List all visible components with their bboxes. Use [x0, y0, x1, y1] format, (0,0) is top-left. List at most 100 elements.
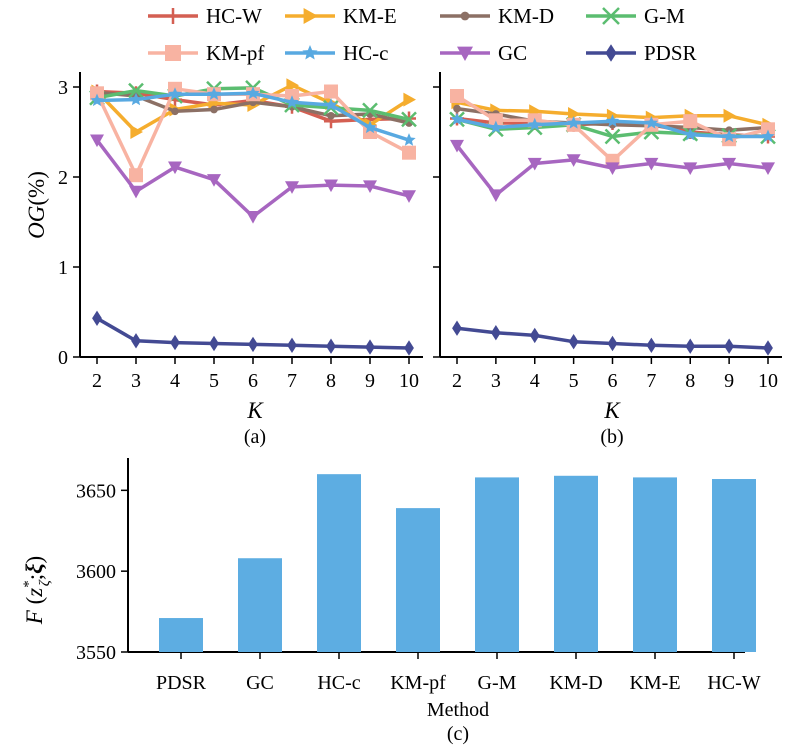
data-point [490, 325, 501, 341]
x-tick-label: 9 [365, 370, 375, 392]
legend-item-km-d: KM-D [440, 4, 554, 28]
legend-item-hc-w: HC-W [148, 4, 262, 28]
bar-g-m [475, 477, 519, 652]
data-point [170, 334, 180, 351]
data-point [210, 105, 218, 114]
data-point [92, 310, 102, 326]
data-point [450, 139, 464, 153]
data-point [168, 87, 182, 100]
data-point [327, 111, 335, 120]
x-tick-label: 5 [209, 370, 219, 392]
data-point [488, 189, 503, 202]
x-tick-label: 4 [170, 370, 180, 392]
data-point [129, 168, 143, 183]
series-gc [90, 134, 416, 224]
data-point [362, 102, 378, 119]
legend-label: PDSR [644, 41, 697, 65]
data-point [685, 338, 696, 354]
data-point [401, 111, 417, 128]
x-tick-label: 8 [326, 370, 336, 392]
x-tick-label: HC-W [707, 672, 760, 694]
line-chart-a: 2 3 4 5 6 7 8 9 10 0 1 2 3 [58, 72, 423, 392]
data-point [168, 161, 182, 175]
data-point [761, 129, 775, 143]
data-point [402, 133, 416, 146]
bar-chart-c: 3550 3600 3650 PDSR GC HC-c KM-pf G-M KM-D KM-E HC… [76, 458, 761, 694]
data-point [130, 125, 143, 139]
data-point [209, 335, 219, 352]
data-point [326, 338, 336, 354]
x-tick-label: 9 [724, 370, 734, 392]
data-point [528, 117, 542, 131]
data-point [450, 89, 464, 103]
data-point [450, 112, 464, 126]
x-tick-label: 10 [399, 370, 419, 392]
legend-label: KM-D [498, 4, 554, 28]
data-point [324, 179, 338, 193]
panel-label-b: (b) [600, 426, 623, 448]
bar-hc-w [712, 479, 756, 652]
data-point [363, 180, 377, 193]
data-point [566, 116, 581, 129]
data-point [404, 340, 414, 356]
legend-marker-triangle-down [457, 46, 473, 61]
x-tick-label: PDSR [156, 672, 207, 694]
data-point [568, 107, 581, 121]
x-tick-label: GC [246, 672, 274, 694]
panel-label-a: (a) [244, 426, 266, 448]
legend-label: GC [498, 41, 527, 65]
x-tick-label: 2 [92, 370, 102, 392]
data-point [722, 129, 736, 143]
data-point [683, 127, 697, 141]
x-tick-label: G-M [478, 672, 517, 694]
legend-marker-circle [460, 11, 470, 21]
x-axis-label-a: K [246, 398, 264, 423]
panel-label-c: (c) [447, 723, 469, 745]
data-point [489, 120, 503, 134]
x-tick-label: 2 [452, 370, 462, 392]
x-tick-label: KM-pf [390, 672, 446, 694]
data-point [402, 145, 416, 160]
series-hc-c [450, 112, 775, 143]
legend-marker-x [602, 7, 620, 25]
data-point [607, 335, 618, 352]
data-point [566, 154, 581, 167]
y-tick-label: 2 [58, 167, 68, 189]
data-point [246, 86, 260, 99]
x-tick-label: 7 [646, 370, 656, 392]
data-point [683, 162, 698, 175]
data-point [324, 84, 338, 99]
legend-label: G-M [644, 4, 685, 28]
data-point [287, 337, 297, 353]
legend-label: HC-W [206, 4, 262, 28]
data-point [763, 340, 773, 356]
legend-marker-plus [165, 8, 181, 24]
bar-gc [238, 558, 282, 652]
data-point [129, 185, 143, 199]
y-axis-label-f: F (z*ζ;ξ) [21, 556, 53, 625]
legend-label: KM-E [343, 4, 397, 28]
data-point [131, 333, 141, 349]
data-point [488, 113, 503, 128]
bar-km-d [554, 475, 598, 652]
legend-item-hc-c: HC-c [285, 41, 389, 65]
legend-marker-triangle-right [303, 8, 318, 24]
x-tick-label: 10 [758, 370, 778, 392]
data-point [605, 162, 620, 175]
data-point [324, 98, 338, 111]
x-axis-label-b: K [603, 398, 621, 423]
data-point [128, 82, 144, 99]
bar-pdsr [159, 618, 203, 652]
series-pdsr [452, 320, 773, 356]
legend-item-km-e: KM-E [285, 4, 397, 28]
data-point [527, 157, 542, 171]
data-point [365, 339, 375, 355]
series-pdsr [92, 310, 414, 356]
x-tick-label: 7 [287, 370, 297, 392]
x-tick-label: 3 [131, 370, 141, 392]
legend-marker-square [165, 45, 181, 61]
x-tick-label: 3 [491, 370, 501, 392]
data-point [453, 104, 461, 113]
y-axis-label-og: OG(%) [24, 171, 49, 239]
